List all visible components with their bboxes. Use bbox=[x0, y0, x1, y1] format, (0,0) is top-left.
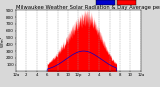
Text: Milwaukee Weather Solar Radiation & Day Average per Minute (Today): Milwaukee Weather Solar Radiation & Day … bbox=[16, 5, 160, 10]
Y-axis label: W/m²: W/m² bbox=[1, 35, 5, 47]
